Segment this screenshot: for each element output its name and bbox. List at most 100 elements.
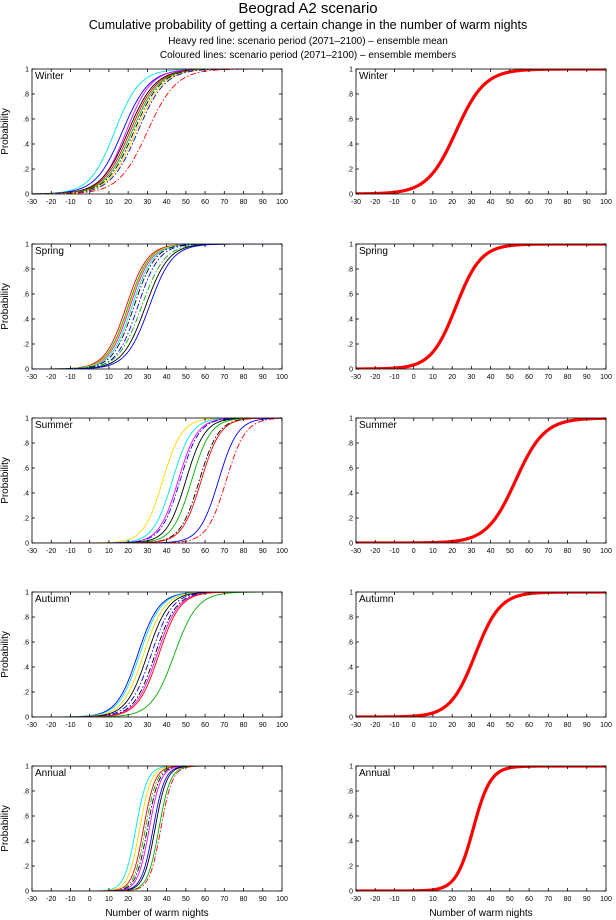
panel-curves: [356, 418, 606, 543]
y-axis-label: Probability: [0, 108, 11, 155]
x-tick-label: 40: [487, 896, 495, 903]
ensemble-member-curve: [32, 418, 282, 543]
x-tick-label: -10: [65, 896, 75, 903]
x-tick-label: 10: [105, 199, 113, 206]
y-tick-label: .2: [347, 167, 353, 174]
ensemble-mean-curve: [356, 69, 606, 194]
x-tick-label: 40: [163, 199, 171, 206]
panel-curves: [356, 244, 606, 369]
y-tick-label: .8: [347, 615, 353, 622]
plot-frame: [31, 591, 283, 718]
x-tick-label: 70: [220, 896, 228, 903]
y-tick-label: .6: [347, 117, 353, 124]
x-tick-label: -20: [370, 896, 380, 903]
y-tick-label: .2: [23, 167, 29, 174]
y-tick-label: 1: [25, 67, 29, 74]
x-tick-label: 80: [564, 374, 572, 381]
x-tick-label: 90: [259, 374, 267, 381]
x-tick-label: -30: [27, 722, 37, 729]
ensemble-member-curve: [32, 766, 282, 891]
season-label: Spring: [35, 246, 64, 257]
x-tick-label: 0: [412, 199, 416, 206]
x-tick-label: -30: [27, 548, 37, 555]
x-tick-label: 50: [182, 199, 190, 206]
ensemble-mean-curve: [356, 418, 606, 543]
x-tick-label: 80: [240, 722, 248, 729]
x-tick-label: 100: [600, 722, 612, 729]
ensemble-member-curve: [32, 244, 282, 369]
ensemble-member-curve: [32, 69, 282, 194]
panel-autumn-ensemble-mean: -30 -20 -10 0 10 20 30 40 50 60 70 80 90 100 0 .2 .4 .6 .8…: [347, 590, 612, 730]
panel-curves: [32, 418, 282, 543]
x-tick-label: -10: [65, 199, 75, 206]
panel-curves: [356, 766, 606, 891]
y-tick-label: .8: [23, 789, 29, 796]
x-tick-label: 60: [525, 548, 533, 555]
legend-coloured-lines-note: Coloured lines: scenario period (2071–21…: [159, 50, 457, 61]
x-tick-label: 10: [429, 896, 437, 903]
ensemble-member-curve: [32, 418, 282, 543]
x-tick-label: 90: [583, 722, 591, 729]
y-tick-label: 0: [25, 889, 29, 896]
y-tick-label: 1: [25, 590, 29, 597]
x-tick-label: 90: [583, 548, 591, 555]
ensemble-member-curve: [32, 766, 282, 891]
x-tick-label: 10: [105, 374, 113, 381]
x-tick-label: 90: [259, 896, 267, 903]
ensemble-mean-curve: [356, 766, 606, 891]
x-tick-label: 80: [240, 374, 248, 381]
ensemble-member-curve: [32, 592, 282, 717]
x-tick-label: 60: [201, 722, 209, 729]
y-tick-label: .2: [23, 864, 29, 871]
season-label: Autumn: [35, 594, 69, 605]
x-tick-label: 40: [487, 548, 495, 555]
season-label: Summer: [35, 420, 73, 431]
x-tick-label: 70: [544, 722, 552, 729]
y-tick-label: .8: [23, 441, 29, 448]
x-tick-label: -30: [351, 896, 361, 903]
ensemble-mean-curve: [356, 592, 606, 717]
panel-curves: [32, 69, 282, 194]
y-tick-label: 1: [349, 590, 353, 597]
x-tick-label: 10: [105, 548, 113, 555]
y-tick-label: .2: [347, 342, 353, 349]
ensemble-member-curve: [32, 244, 282, 369]
x-tick-label: 40: [487, 199, 495, 206]
y-axis-label: Probability: [0, 805, 11, 852]
x-tick-label: -20: [46, 896, 56, 903]
ensemble-member-curve: [32, 69, 282, 194]
season-label: Annual: [359, 768, 390, 779]
x-tick-label: 20: [448, 199, 456, 206]
x-tick-label: 40: [163, 896, 171, 903]
x-tick-label: 80: [240, 199, 248, 206]
ensemble-member-curve: [32, 418, 282, 543]
x-tick-label: 20: [448, 896, 456, 903]
ensemble-member-curve: [32, 766, 282, 891]
x-tick-label: 80: [564, 199, 572, 206]
ensemble-member-curve: [32, 766, 282, 891]
panel-annual-ensemble-members: -30 -20 -10 0 10 20 30 40 50 60 70 80 90 100 0 .2 .4 .6 .8…: [0, 764, 288, 920]
ensemble-member-curve: [32, 69, 282, 194]
ensemble-member-curve: [32, 69, 282, 194]
x-tick-label: -20: [370, 548, 380, 555]
x-tick-label: 90: [583, 896, 591, 903]
y-tick-label: .4: [23, 317, 29, 324]
x-tick-label: 30: [143, 199, 151, 206]
x-tick-label: 50: [182, 896, 190, 903]
x-tick-label: 40: [487, 722, 495, 729]
x-tick-label: 70: [544, 548, 552, 555]
season-label: Winter: [35, 71, 65, 82]
x-tick-label: 10: [429, 548, 437, 555]
x-tick-label: 100: [276, 548, 288, 555]
x-tick-label: 70: [220, 374, 228, 381]
panel-curves: [356, 69, 606, 194]
ensemble-member-curve: [32, 69, 282, 194]
ensemble-member-curve: [32, 69, 282, 194]
x-tick-label: 50: [506, 199, 514, 206]
x-tick-label: -10: [65, 548, 75, 555]
x-tick-label: 80: [240, 548, 248, 555]
x-tick-label: 50: [506, 548, 514, 555]
y-tick-label: .4: [347, 317, 353, 324]
x-tick-label: 40: [163, 374, 171, 381]
x-tick-label: -10: [65, 722, 75, 729]
